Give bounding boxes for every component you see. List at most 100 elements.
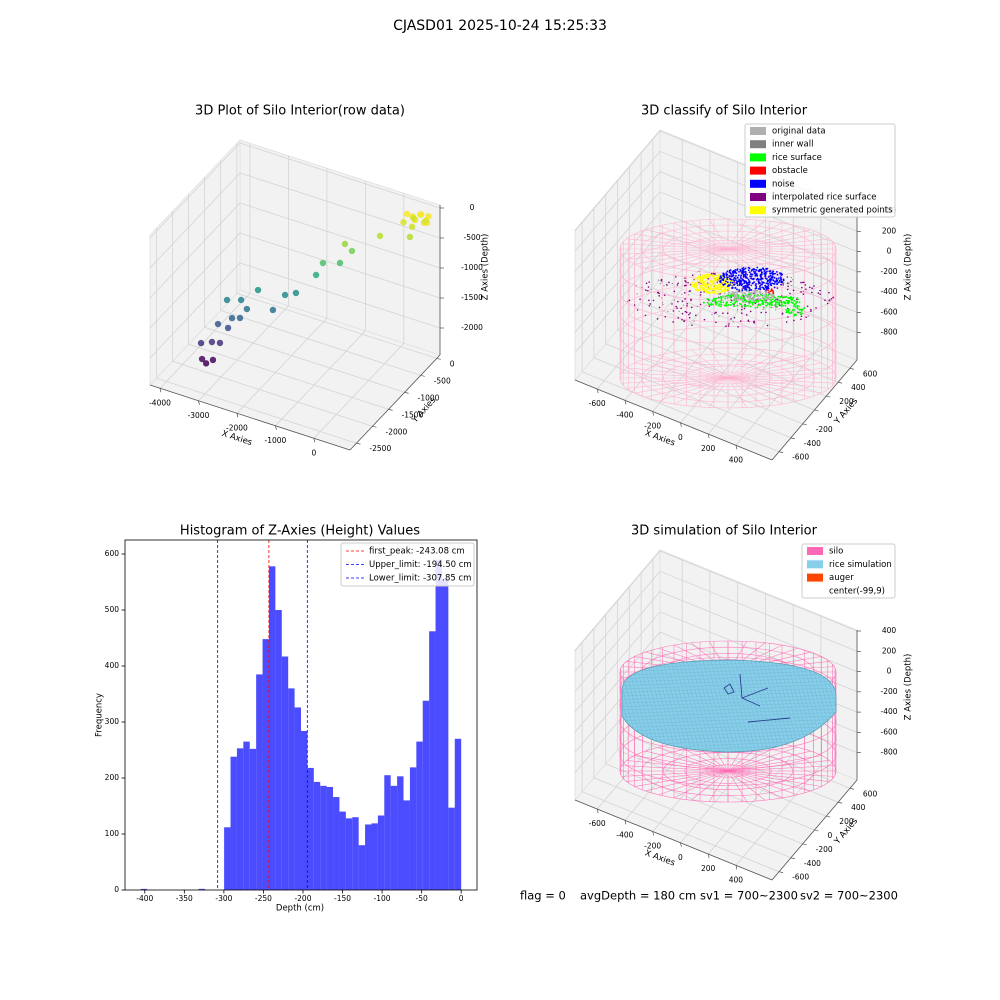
- mesh-line: [671, 660, 703, 752]
- y-tick-label: 200: [839, 397, 854, 406]
- class-point: [732, 299, 735, 302]
- class-point: [782, 296, 785, 298]
- class-point: [770, 306, 773, 309]
- data-point: [410, 215, 417, 222]
- tick-mark: [779, 871, 784, 873]
- class-point: [739, 276, 742, 278]
- class-point: [773, 276, 776, 279]
- class-point: [727, 288, 730, 291]
- class-point: [720, 290, 723, 293]
- class-point: [718, 315, 720, 317]
- class-point: [749, 295, 752, 298]
- class-point: [782, 282, 784, 284]
- class-point: [684, 320, 686, 322]
- data-point: [269, 306, 277, 314]
- class-point: [656, 318, 659, 320]
- x-tick-label: -400: [616, 410, 633, 419]
- class-point: [768, 279, 770, 282]
- class-point: [766, 291, 768, 294]
- class-point: [686, 302, 689, 305]
- class-point: [641, 286, 643, 288]
- tick-mark: [159, 388, 162, 393]
- class-point: [699, 274, 702, 276]
- class-point: [639, 298, 641, 301]
- data-point: [254, 286, 262, 294]
- class-point: [738, 270, 740, 273]
- grid-line: [172, 211, 373, 427]
- class-point: [715, 321, 717, 324]
- silo-spoke: [626, 248, 729, 260]
- class-point: [735, 296, 738, 299]
- data-point: [223, 296, 231, 304]
- class-point: [735, 281, 738, 284]
- class-point: [753, 300, 756, 303]
- class-point: [700, 291, 702, 293]
- silo-spoke: [673, 770, 729, 799]
- silo-spoke: [727, 377, 748, 408]
- silo-spoke: [634, 377, 729, 394]
- class-point: [765, 287, 768, 290]
- z-tick-label: -600: [880, 307, 897, 316]
- silo-spoke: [708, 770, 729, 802]
- class-point: [736, 291, 739, 293]
- class-point: [703, 275, 706, 278]
- class-point: [673, 290, 676, 293]
- class-point: [776, 271, 778, 273]
- class-point: [801, 312, 803, 315]
- x-tick-label: -200: [644, 422, 661, 431]
- class-point: [744, 298, 747, 301]
- class-point: [756, 293, 759, 296]
- mesh-line: [727, 660, 759, 752]
- silo-spoke: [727, 248, 830, 260]
- bar: [352, 817, 359, 890]
- class-point: [753, 294, 756, 297]
- legend-label: center(-99,9): [829, 586, 885, 596]
- class-point: [808, 286, 811, 289]
- chart-title: 3D Plot of Silo Interior(row data): [195, 104, 405, 119]
- class-point: [819, 293, 822, 295]
- x-tick-label: -3000: [188, 411, 210, 420]
- silo-spoke: [727, 770, 766, 801]
- grid-line: [149, 172, 441, 269]
- class-point: [761, 293, 764, 296]
- class-point: [798, 305, 800, 308]
- class-point: [811, 291, 813, 294]
- class-point: [749, 273, 752, 275]
- class-point: [781, 280, 784, 283]
- mesh-line: [763, 660, 795, 752]
- class-point: [747, 278, 750, 281]
- class-point: [719, 293, 721, 295]
- class-point: [729, 281, 732, 284]
- class-point: [725, 280, 727, 283]
- class-point: [802, 293, 805, 296]
- legend-swatch: [750, 140, 766, 149]
- class-point: [741, 298, 744, 301]
- class-point: [781, 312, 784, 315]
- class-point: [748, 287, 751, 290]
- tick-mark: [680, 422, 682, 427]
- class-point: [733, 316, 736, 319]
- bar: [409, 767, 417, 890]
- class-point: [681, 293, 683, 295]
- mesh-line: [622, 721, 836, 733]
- class-point: [736, 309, 739, 311]
- class-point: [767, 294, 770, 296]
- class-point: [799, 313, 802, 316]
- class-point: [766, 280, 769, 283]
- class-point: [645, 282, 648, 285]
- class-point: [744, 273, 746, 276]
- class-point: [696, 278, 699, 281]
- silo-spoke: [645, 248, 729, 269]
- class-point: [710, 280, 712, 283]
- class-point: [757, 270, 760, 272]
- grid-line: [640, 152, 839, 383]
- class-point: [684, 277, 686, 279]
- class-point: [699, 303, 702, 306]
- class-point: [706, 279, 709, 282]
- silo-spoke: [621, 770, 729, 777]
- class-point: [746, 277, 749, 280]
- silo-spoke: [727, 225, 798, 250]
- class-point: [698, 270, 700, 273]
- silo-spoke: [727, 377, 811, 398]
- grid-line: [574, 570, 858, 672]
